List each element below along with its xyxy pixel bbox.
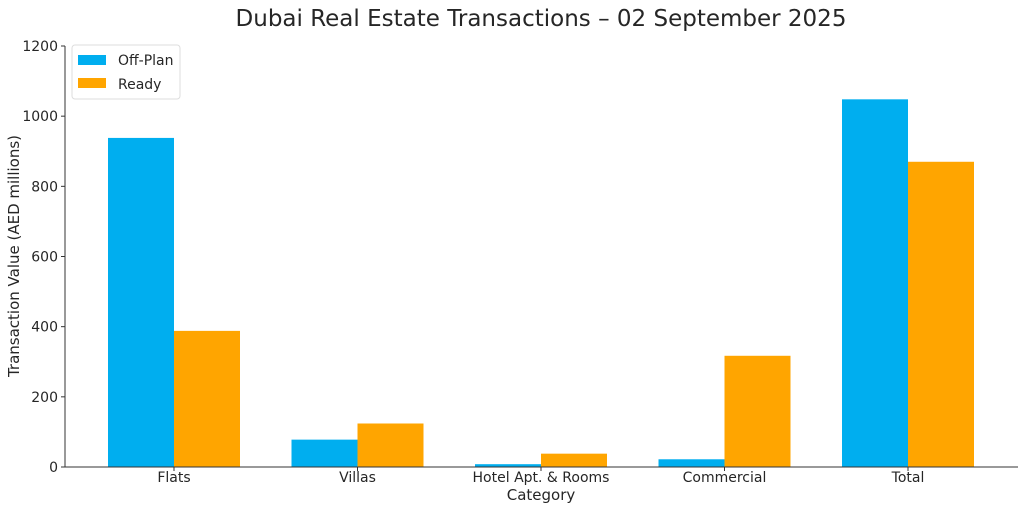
chart-title: Dubai Real Estate Transactions – 02 Sept…: [236, 6, 847, 32]
x-tick-label: Total: [891, 470, 925, 486]
bar-ready-total: [908, 161, 974, 467]
bar-off-plan-total: [842, 99, 908, 468]
y-tick-label: 1000: [22, 109, 58, 125]
legend: Off-Plan Ready: [71, 44, 181, 100]
x-tick-label: Flats: [157, 470, 190, 486]
bar-ready-flats: [174, 330, 240, 467]
legend-swatch-ready: [78, 78, 106, 88]
bar-off-plan-villas: [291, 439, 358, 467]
bar-ready-commercial: [724, 355, 791, 467]
bar-off-plan-flats: [108, 137, 174, 467]
y-tick-label: 0: [49, 460, 58, 476]
y-tick-label: 600: [31, 250, 58, 266]
x-tick-label: Villas: [339, 470, 376, 486]
y-tick-label: 200: [31, 390, 58, 406]
x-axis-label: Category: [507, 486, 576, 504]
y-tick-label: 1200: [22, 39, 58, 55]
bar-ready-villas: [357, 423, 424, 467]
bar-ready-hotel-apt-rooms: [541, 453, 607, 467]
legend-label-ready: Ready: [118, 77, 161, 93]
bar-off-plan-commercial: [658, 459, 725, 467]
y-tick-label: 400: [31, 320, 58, 336]
legend-swatch-off-plan: [78, 55, 106, 65]
y-tick-label: 800: [31, 179, 58, 195]
y-axis-label: Transaction Value (AED millions): [5, 135, 23, 378]
x-tick-label: Hotel Apt. & Rooms: [473, 470, 610, 486]
bar-off-plan-hotel-apt-rooms: [475, 464, 541, 467]
legend-label-off-plan: Off-Plan: [118, 53, 174, 69]
x-tick-label: Commercial: [683, 470, 767, 486]
